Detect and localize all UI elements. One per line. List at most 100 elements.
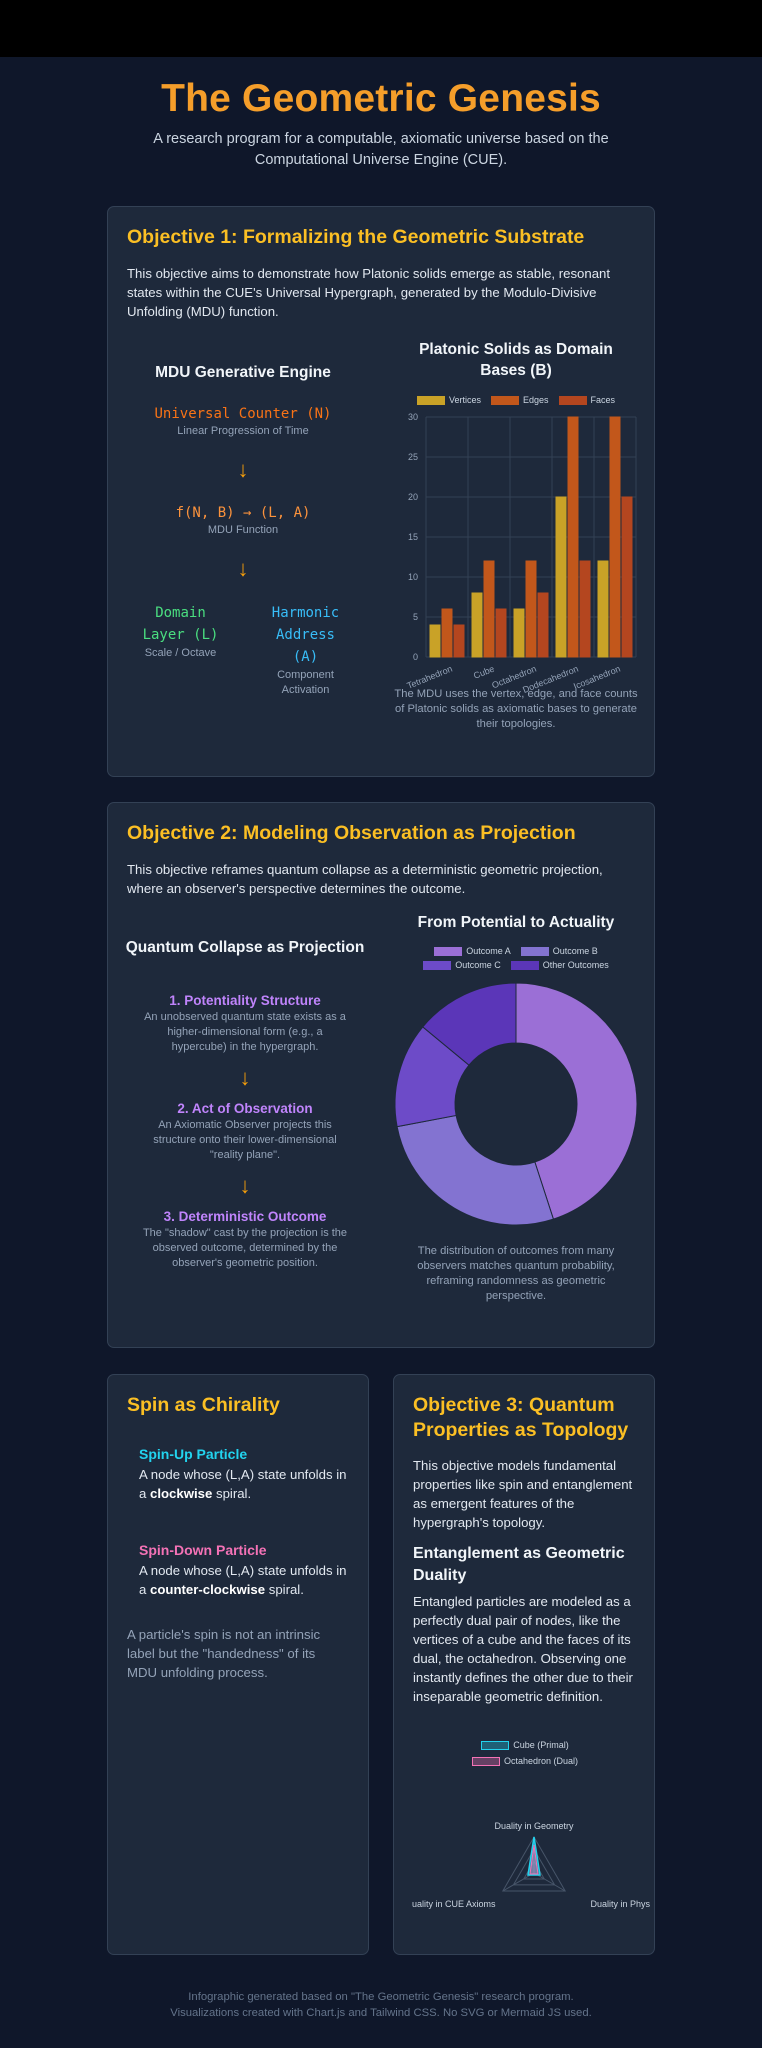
legend-item-edges[interactable]: Edges — [490, 395, 549, 405]
legend-label: Cube (Primal) — [513, 1740, 569, 1750]
outcome-chart-caption: The distribution of outcomes from many o… — [417, 1245, 615, 1302]
bar-faces-dodecahedron — [579, 560, 591, 658]
legend-item-vertices[interactable]: Vertices — [416, 395, 481, 405]
objective-1-title: Objective 1: Formalizing the Geometric S… — [127, 226, 585, 248]
radar-spoke — [533, 1872, 566, 1892]
legend-swatch — [520, 946, 549, 956]
spin-card: Spin as Chirality Spin-Up Particle A nod… — [107, 1374, 369, 1955]
spin-up-text-bold: clockwise — [150, 1486, 213, 1501]
legend-label: Faces — [590, 395, 616, 405]
collapse-flow: Quantum Collapse as Projection 1. Potent… — [118, 939, 372, 1271]
entanglement-title: Entanglement as Geometric Duality — [413, 1545, 625, 1584]
outcome-chart-title: From Potential to Actuality — [417, 914, 615, 931]
footer-line-2: Visualizations created with Chart.js and… — [170, 2007, 592, 2019]
y-tick-label: 25 — [408, 452, 418, 462]
legend-label: Vertices — [448, 395, 481, 405]
legend-swatch — [423, 960, 452, 970]
legend-item-outcome-b[interactable]: Outcome B — [520, 946, 598, 956]
bar-faces-octahedron — [537, 592, 549, 658]
radar-axis-label: uality in CUE Axioms — [412, 1899, 496, 1909]
legend-swatch — [510, 960, 539, 970]
objective-2-intro: This objective reframes quantum collapse… — [127, 862, 603, 896]
arrow-down-icon: ↓ — [237, 556, 249, 581]
harmonic-address-caption: Component Activation — [277, 669, 334, 696]
harmonic-address-label: Harmonic Address (A) — [271, 605, 340, 665]
y-tick-label: 20 — [408, 492, 418, 502]
spin-up-text: A node whose (L,A) state unfolds in a cl… — [139, 1465, 349, 1503]
legend-swatch — [416, 395, 445, 405]
step-2-title: 2. Act of Observation — [177, 1101, 313, 1116]
legend-label: Octahedron (Dual) — [503, 1756, 579, 1766]
platonic-chart-caption: The MDU uses the vertex, edge, and face … — [394, 688, 638, 730]
legend-swatch — [558, 395, 587, 405]
collapse-flow-title: Quantum Collapse as Projection — [125, 939, 365, 956]
radar-grid — [512, 1848, 556, 1886]
legend-label: Edges — [522, 395, 549, 405]
objective-3-card: Objective 3: Quantum Properties as Topol… — [393, 1374, 655, 1955]
legend-item-outcome-a[interactable]: Outcome A — [434, 946, 511, 956]
spin-note: A particle's spin is not an intrinsic la… — [127, 1627, 321, 1680]
radar-axis-label: Duality in Geometry — [494, 1821, 574, 1831]
bar-edges-cube — [483, 560, 495, 658]
legend-swatch — [490, 395, 519, 405]
bar-vertices-tetrahedron — [429, 624, 441, 658]
entanglement-text: Entangled particles are modeled as a per… — [413, 1594, 633, 1704]
arrow-down-icon: ↓ — [237, 457, 249, 482]
mdu-engine: MDU Generative Engine Universal Counter … — [118, 357, 368, 698]
y-tick-label: 30 — [408, 412, 418, 422]
spin-down-text: A node whose (L,A) state unfolds in a co… — [139, 1561, 349, 1599]
step-observation: 2. Act of Observation An Axiomatic Obser… — [118, 1101, 372, 1163]
step-3-title: 3. Deterministic Outcome — [163, 1209, 327, 1224]
bar-faces-icosahedron — [621, 496, 633, 658]
spin-up-title: Spin-Up Particle — [139, 1446, 248, 1462]
spin-up-text-pre: A node whose (L,A) state unfolds in a — [139, 1467, 347, 1501]
page-title: The Geometric Genesis — [161, 77, 601, 120]
bar-edges-tetrahedron — [441, 608, 453, 658]
legend-swatch — [471, 1756, 500, 1766]
bar-edges-dodecahedron — [567, 416, 579, 658]
spin-title: Spin as Chirality — [127, 1394, 280, 1416]
spin-up-block: Spin-Up Particle A node whose (L,A) stat… — [139, 1446, 349, 1503]
bar-faces-cube — [495, 608, 507, 658]
spin-down-text-post: spiral. — [265, 1582, 304, 1597]
radar-grid — [501, 1835, 567, 1892]
legend-label: Outcome A — [466, 946, 511, 956]
footer: Infographic generated based on "The Geom… — [0, 1989, 762, 2021]
legend-label: Outcome C — [455, 960, 501, 970]
bar-faces-tetrahedron — [453, 624, 465, 658]
step-outcome: 3. Deterministic Outcome The "shadow" ca… — [118, 1209, 372, 1271]
y-tick-label: 15 — [408, 532, 418, 542]
legend-item-octahedron-dual[interactable]: Octahedron (Dual) — [471, 1756, 579, 1766]
y-tick-label: 0 — [413, 652, 418, 662]
radar-spoke — [502, 1872, 535, 1892]
universal-counter: Universal Counter (N) — [154, 406, 332, 422]
y-tick-label: 5 — [413, 612, 418, 622]
slice-outcome-a — [515, 982, 638, 1220]
page-header: The Geometric Genesis A research program… — [0, 57, 762, 171]
legend-label: Outcome B — [552, 946, 598, 956]
mdu-function: f(N, B) → (L, A) — [175, 505, 311, 521]
legend-item-other-outcomes[interactable]: Other Outcomes — [510, 960, 609, 970]
platonic-chart-legend: Vertices Edges Faces — [388, 395, 644, 405]
domain-layer: Domain Layer (L) Scale / Octave — [128, 602, 233, 698]
mdu-engine-title: MDU Generative Engine — [155, 364, 331, 381]
objective-1-card: Objective 1: Formalizing the Geometric S… — [107, 206, 655, 777]
legend-item-faces[interactable]: Faces — [558, 395, 616, 405]
legend-swatch — [434, 946, 463, 956]
footer-line-1: Infographic generated based on "The Geom… — [188, 1991, 574, 2003]
objective-2-title: Objective 2: Modeling Observation as Pro… — [127, 822, 576, 844]
spin-down-text-pre: A node whose (L,A) state unfolds in a — [139, 1563, 347, 1597]
platonic-chart-panel: Platonic Solids as Domain Bases (B) Vert… — [388, 339, 644, 732]
radar-series-octahedron — [529, 1844, 539, 1875]
outcome-donut-chart — [394, 982, 638, 1226]
duality-radar-chart: Duality in Geometry Duality in Phys uality… — [412, 1821, 650, 1909]
arrow-down-icon: ↓ — [239, 1065, 251, 1090]
objective-3-title: Objective 3: Quantum Properties as Topol… — [413, 1394, 629, 1441]
legend-item-outcome-c[interactable]: Outcome C — [423, 960, 501, 970]
radar-axis-label: Duality in Phys — [590, 1899, 650, 1909]
arrow-down-icon: ↓ — [239, 1173, 251, 1198]
legend-item-cube-primal[interactable]: Cube (Primal) — [481, 1740, 569, 1750]
spin-down-block: Spin-Down Particle A node whose (L,A) st… — [139, 1542, 349, 1599]
bar-vertices-icosahedron — [597, 560, 609, 658]
